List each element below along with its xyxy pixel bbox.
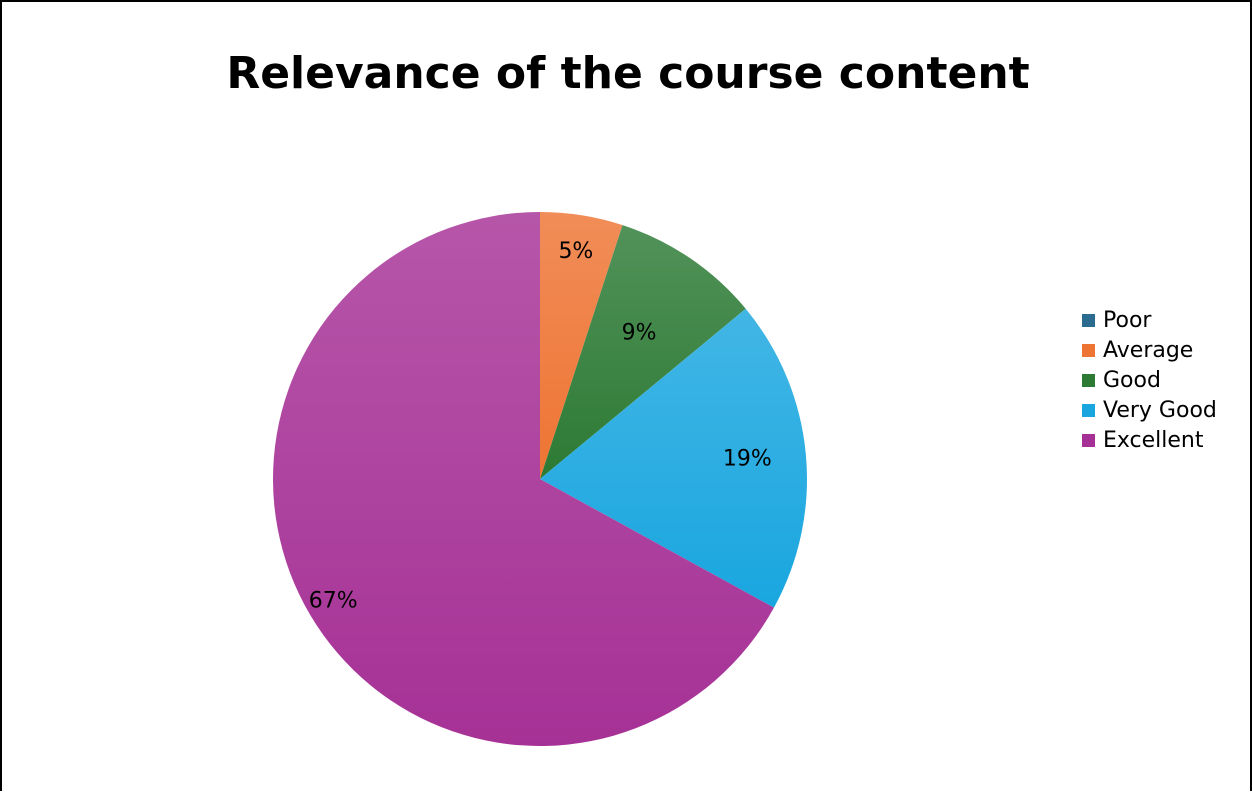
chart-title: Relevance of the course content (226, 48, 1030, 99)
legend-item-average: Average (1082, 335, 1217, 365)
legend-swatch-average (1082, 343, 1095, 357)
slice-label-excellent: 67% (309, 588, 358, 613)
legend-swatch-very-good (1082, 403, 1095, 417)
slice-label-average: 5% (558, 239, 593, 264)
legend-label-excellent: Excellent (1103, 427, 1204, 453)
pie-slice-good (540, 225, 746, 479)
slice-label-good: 9% (622, 320, 657, 345)
legend-label-average: Average (1103, 337, 1194, 363)
slice-label-very-good: 19% (723, 446, 772, 471)
legend-item-excellent: Excellent (1082, 425, 1217, 455)
legend: Poor Average Good Very Good Excellent (1082, 305, 1217, 455)
pie-slice-very-good (540, 308, 807, 608)
legend-item-very-good: Very Good (1082, 395, 1217, 425)
pie-slice-excellent (272, 212, 774, 746)
legend-swatch-good (1082, 373, 1095, 387)
legend-swatch-excellent (1082, 433, 1095, 447)
legend-item-good: Good (1082, 365, 1217, 395)
legend-label-poor: Poor (1103, 307, 1152, 333)
legend-swatch-poor (1082, 313, 1095, 327)
pie-slice-average (540, 212, 623, 479)
legend-item-poor: Poor (1082, 305, 1217, 335)
legend-label-very-good: Very Good (1103, 397, 1217, 423)
legend-label-good: Good (1103, 367, 1161, 393)
